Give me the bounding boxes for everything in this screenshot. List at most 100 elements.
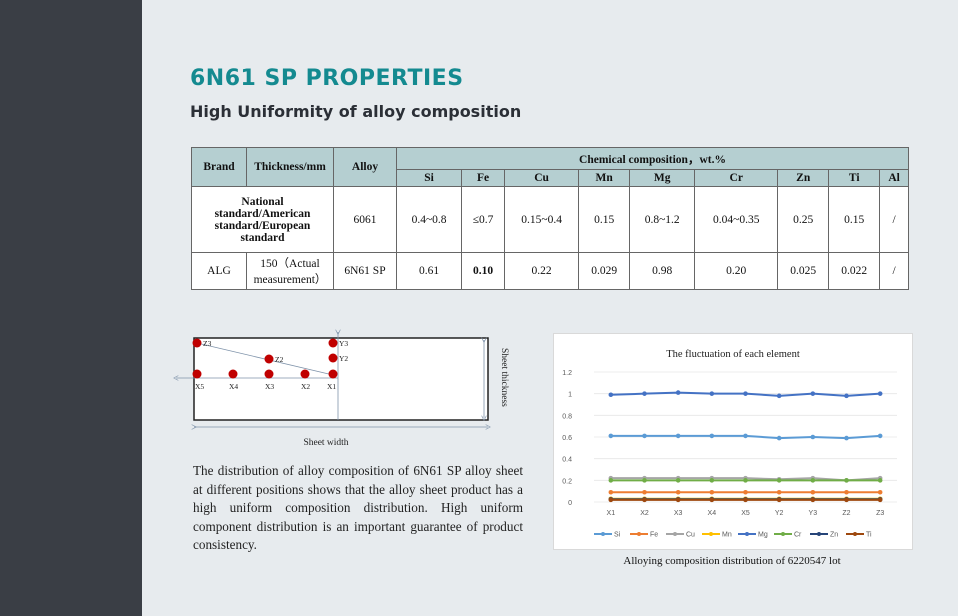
data-point-ti <box>877 497 883 503</box>
fluctuation-chart: The fluctuation of each element 0 0.2 0.4 0… <box>553 333 913 550</box>
page-subtitle: High Uniformity of alloy composition <box>190 102 522 121</box>
label-z3: Z3 <box>203 339 212 348</box>
data-point-si <box>642 433 647 439</box>
sheet-width-label: Sheet width <box>303 438 348 448</box>
row-alg-thickness: 150（Actual measurement） <box>246 252 334 290</box>
legend-marker-cu <box>673 532 677 536</box>
header-element-zn: Zn <box>777 169 830 187</box>
data-point-si <box>608 433 614 439</box>
legend-label-cr: Cr <box>794 532 802 539</box>
x-tick-label: X1 <box>607 510 616 517</box>
header-thickness: Thickness/mm <box>246 147 334 187</box>
header-chemical-composition: Chemical composition，wt.% <box>396 147 909 170</box>
data-point-cr <box>642 478 647 483</box>
data-point-mg <box>776 393 782 399</box>
point-x3 <box>264 369 274 379</box>
row-standard-value: 0.4~0.8 <box>395 186 463 253</box>
row-standard-value: 0.15 <box>578 186 631 253</box>
data-point-mg <box>709 391 715 396</box>
row-standard-brand: National standard/American standard/Euro… <box>191 186 334 253</box>
row-alg-value: 0.61 <box>395 252 463 290</box>
data-point-cr <box>877 478 883 483</box>
x-tick-label: X4 <box>708 510 717 517</box>
row-standard-value: 0.15~0.4 <box>504 186 580 253</box>
row-alg-value: 0.029 <box>578 252 631 290</box>
row-alg-value: 0.10 <box>461 252 506 290</box>
page-title: 6N61 SP PROPERTIES <box>190 66 464 91</box>
point-x1 <box>328 369 338 379</box>
data-point-mg <box>743 391 748 396</box>
y-tick-label: 0.8 <box>562 413 572 420</box>
point-z2 <box>264 354 274 364</box>
sheet-thickness-label: Sheet thickness <box>499 348 509 407</box>
row-alg-value: 0.20 <box>694 252 779 290</box>
data-point-fe <box>675 489 681 495</box>
data-point-mg <box>608 392 614 398</box>
data-point-mg <box>810 391 816 396</box>
chart-svg: The fluctuation of each element 0 0.2 0.4 0… <box>562 349 897 539</box>
label-z2: Z2 <box>275 355 284 364</box>
point-y3 <box>328 338 338 348</box>
data-point-si <box>743 433 748 439</box>
legend-marker-si <box>601 532 605 536</box>
header-element-ti: Ti <box>828 169 881 187</box>
row-standard-alloy: 6061 <box>333 186 397 253</box>
legend-marker-ti <box>853 532 857 536</box>
data-point-mg <box>642 391 647 396</box>
data-point-ti <box>608 497 614 503</box>
y-tick-label: 1.2 <box>562 370 572 377</box>
data-point-ti <box>709 497 715 503</box>
header-element-cu: Cu <box>504 169 580 187</box>
y-tick-label: 0.4 <box>562 457 572 464</box>
data-point-cr <box>675 478 681 483</box>
legend-label-cu: Cu <box>686 532 695 539</box>
data-point-ti <box>675 497 681 503</box>
row-standard-value: 0.15 <box>828 186 881 253</box>
data-point-fe <box>844 489 849 495</box>
label-x1: X1 <box>327 382 336 391</box>
data-point-ti <box>810 497 816 503</box>
legend-label-ti: Ti <box>866 532 872 539</box>
row-standard-value: ≤0.7 <box>461 186 506 253</box>
data-point-fe <box>743 489 748 495</box>
sheet-rect <box>193 337 489 421</box>
y-tick-label: 1 <box>568 392 572 399</box>
legend-label-mn: Mn <box>722 532 732 539</box>
point-z3 <box>192 338 202 348</box>
legend-label-zn: Zn <box>830 532 838 539</box>
header-element-fe: Fe <box>461 169 506 187</box>
data-point-fe <box>642 489 647 495</box>
data-point-si <box>709 433 715 439</box>
data-point-fe <box>877 489 883 495</box>
data-point-si <box>877 433 883 439</box>
description-paragraph: The distribution of alloy composition of… <box>193 463 523 552</box>
data-point-fe <box>608 489 614 495</box>
data-point-mg <box>844 393 849 399</box>
header-brand: Brand <box>191 147 247 187</box>
row-alg-value: / <box>879 252 909 290</box>
data-point-cr <box>743 478 748 483</box>
sampling-schematic: Z3 Z2 Y3 Y2 X5 X4 X3 X2 X1 Sheet width S… <box>170 326 509 448</box>
data-point-si <box>810 434 816 440</box>
point-y2 <box>328 353 338 363</box>
legend-label-si: Si <box>614 532 621 539</box>
point-x4 <box>228 369 238 379</box>
label-y2: Y2 <box>339 354 348 363</box>
data-point-ti <box>844 497 849 503</box>
row-alg-value: 0.022 <box>828 252 881 290</box>
data-point-ti <box>776 497 782 503</box>
label-y3: Y3 <box>339 339 348 348</box>
data-point-mg <box>675 390 681 395</box>
data-point-fe <box>709 489 715 495</box>
data-point-cr <box>810 478 816 483</box>
data-point-cr <box>844 478 849 483</box>
left-sidebar <box>0 0 142 616</box>
data-point-si <box>776 435 782 441</box>
x-tick-label: Y2 <box>775 510 784 517</box>
label-x5: X5 <box>195 382 204 391</box>
data-point-ti <box>743 497 748 503</box>
data-point-cr <box>776 478 782 483</box>
header-element-mg: Mg <box>629 169 696 187</box>
header-element-al: Al <box>879 169 909 187</box>
label-x4: X4 <box>229 382 238 391</box>
